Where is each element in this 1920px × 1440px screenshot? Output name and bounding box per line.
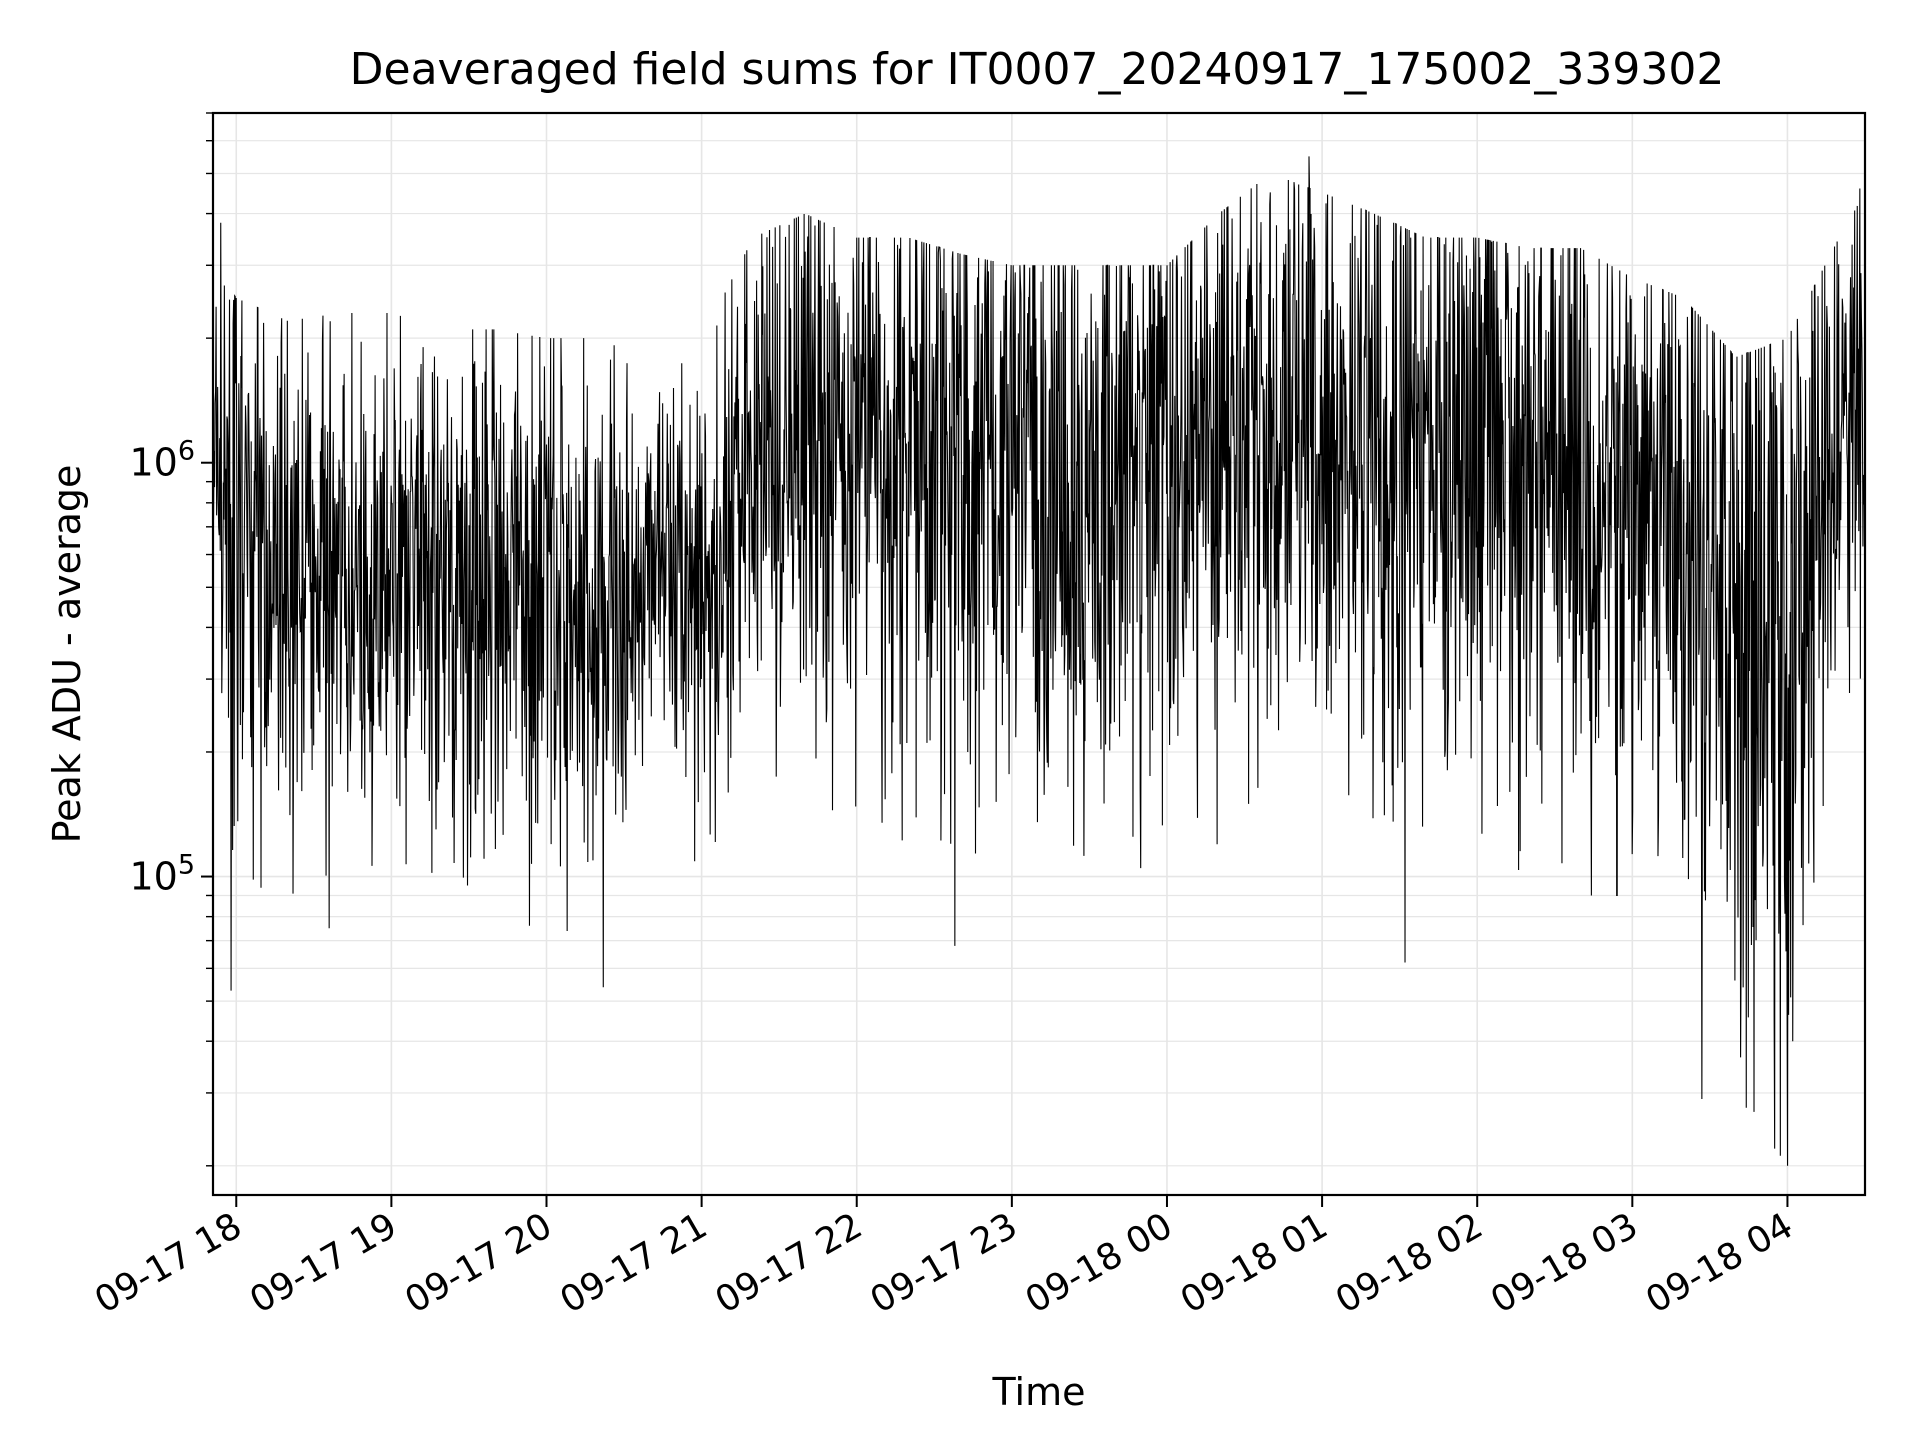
x-tick-label: 09-17 18 <box>88 1205 249 1321</box>
series-line <box>212 156 1866 1166</box>
x-tick-label: 09-18 01 <box>1174 1205 1335 1321</box>
x-tick-label: 09-18 02 <box>1329 1205 1490 1321</box>
x-tick-label: 09-17 19 <box>243 1205 404 1321</box>
x-tick-label: 09-17 21 <box>553 1205 714 1321</box>
x-tick-label: 09-17 20 <box>398 1205 559 1321</box>
y-axis-ticks: 105 106 <box>129 112 213 1167</box>
plot-frame <box>211 111 1867 1197</box>
x-tick-label: 09-17 22 <box>709 1205 870 1321</box>
y-tick-label: 106 <box>129 436 195 485</box>
chart-title: Deaveraged field sums for IT0007_2024091… <box>350 44 1725 95</box>
x-axis-label: Time <box>992 1370 1086 1414</box>
x-tick-label: 09-17 23 <box>864 1205 1025 1321</box>
y-axis-label: Peak ADU - average <box>45 465 89 844</box>
x-tick-label: 09-18 00 <box>1019 1205 1180 1321</box>
y-tick-label: 105 <box>129 850 195 899</box>
x-tick-label: 09-18 04 <box>1639 1205 1800 1321</box>
x-tick-label: 09-18 03 <box>1484 1205 1645 1321</box>
